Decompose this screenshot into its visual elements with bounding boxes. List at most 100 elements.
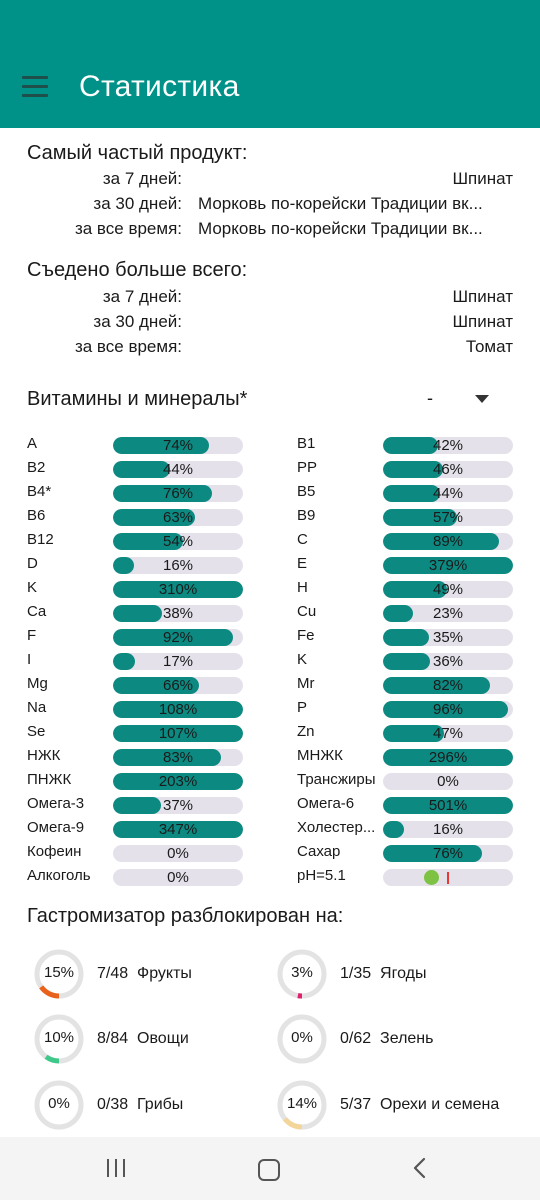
progress-fill (113, 533, 184, 550)
progress-track: 347% (113, 821, 243, 838)
vitamins-title: Витамины и минералы* (27, 388, 248, 410)
progress-fill (383, 581, 447, 598)
home-icon[interactable] (258, 1159, 280, 1181)
progress-fill (113, 509, 195, 526)
nutrient-row: C 89% (297, 531, 513, 551)
category-count: 0/38 (97, 1096, 129, 1113)
progress-percent: 0% (167, 845, 189, 862)
progress-percent: 17% (162, 653, 194, 670)
progress-percent: 0% (437, 773, 459, 790)
progress-percent: 54% (162, 533, 194, 550)
progress-percent: 83% (162, 749, 194, 766)
progress-fill (113, 821, 243, 838)
nutrient-label: Сахар (297, 843, 341, 860)
progress-percent: 63% (162, 509, 194, 526)
progress-track: 36% (383, 653, 513, 670)
progress-track: 38% (113, 605, 243, 622)
category-name: Грибы (137, 1096, 184, 1113)
eaten-most-title: Съедено больше всего: (27, 259, 248, 281)
progress-track: 92% (113, 629, 243, 646)
nutrient-label: НЖК (27, 747, 61, 764)
progress-percent: 38% (162, 605, 194, 622)
nutrient-label: K (297, 651, 308, 668)
category-label[interactable]: 1/35 Ягоды (340, 965, 426, 983)
nutrient-label: D (27, 555, 38, 572)
nutrient-label: Холестер... (297, 819, 376, 836)
nutrient-row: B6 63% (27, 507, 243, 527)
category-count: 7/48 (97, 965, 129, 982)
progress-track: 35% (383, 629, 513, 646)
back-icon[interactable] (410, 1156, 430, 1180)
nutrient-label: H (297, 579, 308, 596)
category-count: 1/35 (340, 965, 372, 982)
progress-track: 74% (113, 437, 243, 454)
category-label[interactable]: 0/62 Зелень (340, 1030, 433, 1048)
category-progress-ring[interactable]: 0% (32, 1078, 86, 1132)
progress-percent: 74% (162, 437, 194, 454)
category-label[interactable]: 0/38 Грибы (97, 1096, 183, 1114)
progress-fill (113, 437, 210, 454)
period-label: за все время: (74, 219, 182, 238)
progress-percent: 0% (167, 869, 189, 886)
nutrient-row: K 36% (297, 651, 513, 671)
nutrient-label: ПНЖК (27, 771, 72, 788)
nutrient-row: B12 54% (27, 531, 243, 551)
progress-track: 89% (383, 533, 513, 550)
nutrient-row: D 16% (27, 555, 243, 575)
progress-track: 63% (113, 509, 243, 526)
category-name: Зелень (380, 1030, 434, 1047)
nutrient-row: B5 44% (297, 483, 513, 503)
category-progress-ring[interactable]: 15% (32, 947, 86, 1001)
progress-percent: 44% (162, 461, 194, 478)
progress-fill (383, 605, 413, 622)
progress-track: 0% (113, 869, 243, 886)
progress-track: 16% (113, 557, 243, 574)
category-progress-ring[interactable]: 0% (275, 1012, 329, 1066)
progress-track: 82% (383, 677, 513, 694)
nutrient-label: Омега-9 (27, 819, 85, 836)
recent-apps-icon[interactable] (107, 1159, 127, 1177)
category-label[interactable]: 8/84 Овощи (97, 1030, 189, 1048)
category-progress-ring[interactable]: 3% (275, 947, 329, 1001)
nutrient-row: Se 107% (27, 723, 243, 743)
category-progress-ring[interactable]: 10% (32, 1012, 86, 1066)
category-label[interactable]: 7/48 Фрукты (97, 965, 192, 983)
progress-percent: 96% (432, 701, 464, 718)
progress-fill (383, 797, 513, 814)
nutrient-label: Na (27, 699, 47, 716)
progress-track: 296% (383, 749, 513, 766)
progress-track: 76% (383, 845, 513, 862)
progress-track: 16% (383, 821, 513, 838)
nutrient-row: H 49% (297, 579, 513, 599)
nutrient-row: Омега-9 347% (27, 819, 243, 839)
nutrient-label: Омега-6 (297, 795, 355, 812)
category-count: 8/84 (97, 1030, 129, 1047)
progress-fill (383, 533, 499, 550)
progress-fill (383, 629, 429, 646)
progress-track: 203% (113, 773, 243, 790)
page-title: Статистика (79, 70, 240, 103)
eaten-row-30days: за 30 дней: Шпинат (0, 312, 540, 336)
category-progress-ring[interactable]: 14% (275, 1078, 329, 1132)
category-label[interactable]: 5/37 Орехи и семена (340, 1096, 499, 1114)
progress-percent: 108% (158, 701, 198, 718)
category-name: Орехи и семена (380, 1096, 500, 1113)
progress-track: 44% (113, 461, 243, 478)
hamburger-menu-icon[interactable] (22, 76, 50, 98)
progress-track: 108% (113, 701, 243, 718)
progress-percent: 347% (158, 821, 198, 838)
ph-row: pH=5.1 (297, 867, 514, 887)
nutrient-row: B4* 76% (27, 483, 243, 503)
nutrient-row: Омега-6 501% (297, 795, 513, 815)
vitamins-period-dropdown[interactable]: - (425, 386, 495, 414)
nutrient-label: B1 (297, 435, 316, 452)
ph-scale (383, 869, 513, 886)
ring-percent: 14% (286, 1095, 318, 1112)
nutrient-label: C (297, 531, 308, 548)
ring-percent: 3% (291, 964, 313, 981)
category-name: Фрукты (137, 965, 192, 982)
app-bar: Статистика (0, 0, 540, 128)
progress-fill (113, 605, 163, 622)
period-label: за 30 дней: (93, 194, 182, 213)
nutrient-row: Омега-3 37% (27, 795, 243, 815)
